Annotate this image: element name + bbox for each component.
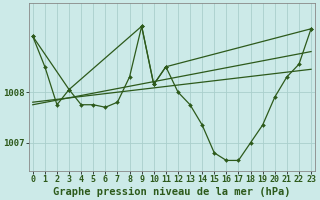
X-axis label: Graphe pression niveau de la mer (hPa): Graphe pression niveau de la mer (hPa) <box>53 186 291 197</box>
